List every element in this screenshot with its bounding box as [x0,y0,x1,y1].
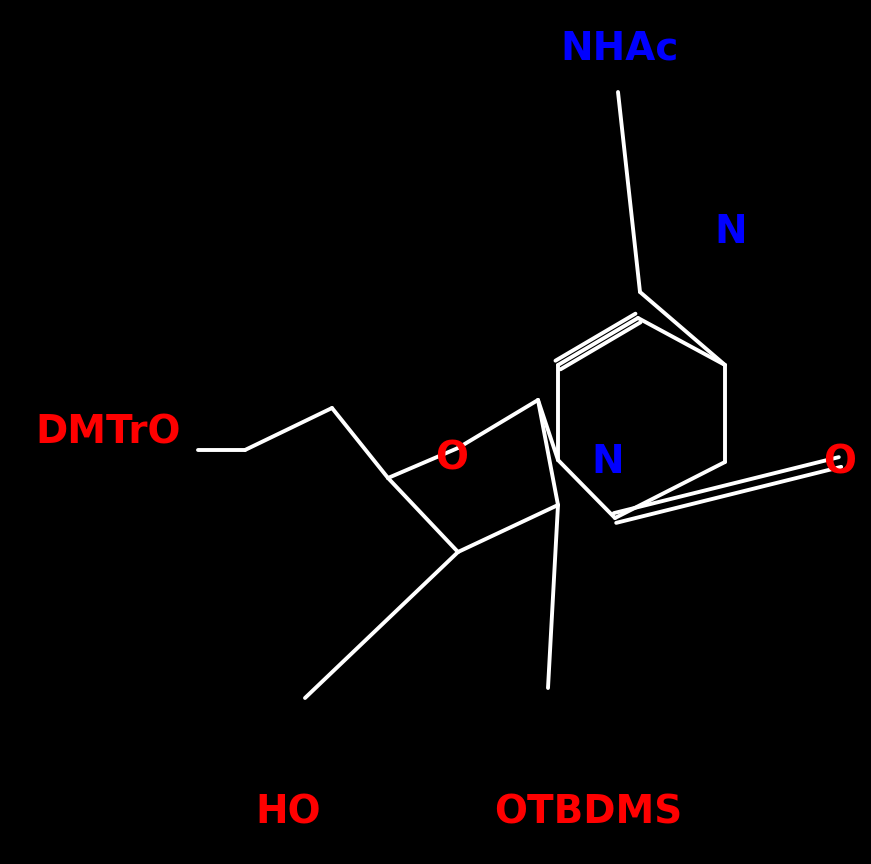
Text: NHAc: NHAc [561,29,679,67]
Text: HO: HO [255,793,321,831]
Text: O: O [436,439,469,477]
Text: N: N [715,213,747,251]
Text: N: N [591,443,625,481]
Text: DMTrO: DMTrO [35,413,181,451]
Text: O: O [823,443,856,481]
Text: OTBDMS: OTBDMS [494,793,682,831]
